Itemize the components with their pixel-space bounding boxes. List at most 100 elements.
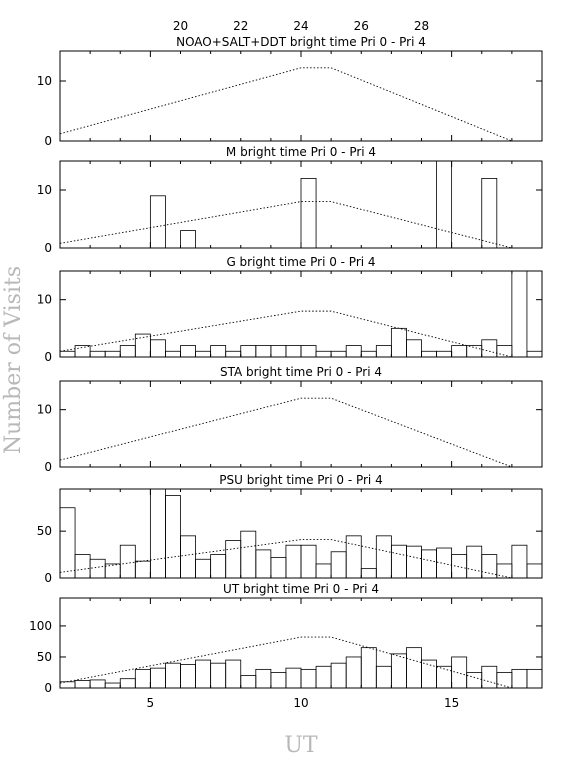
top-tick-label: 24 xyxy=(293,19,308,33)
histogram-bar xyxy=(557,351,572,357)
y-tick-label: 0 xyxy=(44,241,52,255)
histogram-bar xyxy=(180,664,196,688)
histogram-bar xyxy=(89,350,106,357)
histogram-bar xyxy=(180,535,196,578)
histogram-bar xyxy=(195,659,212,688)
histogram-bar xyxy=(315,665,332,688)
histogram-bar xyxy=(89,679,106,688)
panel-1: M bright time Pri 0 - Pri 4 0 10 xyxy=(37,145,543,255)
histogram-bar xyxy=(526,563,542,578)
envelope-line xyxy=(60,397,513,467)
y-tick-label: 0 xyxy=(44,571,52,585)
histogram-bar xyxy=(180,230,196,248)
panel-frame xyxy=(59,50,543,142)
histogram-bar xyxy=(149,489,166,578)
panel-data xyxy=(60,636,572,688)
panel-title: G bright time Pri 0 - Pri 4 xyxy=(226,255,375,269)
panel-2: G bright time Pri 0 - Pri 4 0 10 xyxy=(37,255,572,364)
histogram-bar xyxy=(195,558,212,578)
y-tick-label: 10 xyxy=(37,183,52,197)
histogram-bar xyxy=(421,659,437,688)
histogram-bar xyxy=(74,554,91,578)
histogram-bar xyxy=(511,271,528,357)
histogram-bar xyxy=(360,350,377,357)
histogram-bar xyxy=(541,350,542,357)
histogram-bar xyxy=(451,345,468,357)
histogram-bar xyxy=(119,544,136,578)
histogram-bar xyxy=(149,339,166,357)
histogram-bar xyxy=(315,350,332,357)
histogram-bar xyxy=(557,666,572,688)
histogram-bar xyxy=(119,345,136,357)
histogram-bar xyxy=(149,667,166,688)
histogram-bar xyxy=(466,672,483,688)
histogram-bar xyxy=(466,545,483,578)
panel-title: NOAO+SALT+DDT bright time Pri 0 - Pri 4 xyxy=(176,35,426,49)
histogram-bar xyxy=(375,665,392,688)
histogram-bar xyxy=(240,345,257,357)
panel-data xyxy=(60,397,513,467)
histogram-bar xyxy=(285,345,302,357)
histogram-bar xyxy=(60,681,76,688)
envelope-line xyxy=(60,67,513,141)
y-tick-label: 0 xyxy=(44,460,52,474)
top-axis-ticks: 20 22 24 26 28 xyxy=(173,19,429,33)
histogram-bar xyxy=(436,547,453,578)
histogram-bar xyxy=(375,345,392,357)
histogram-bar xyxy=(406,339,422,357)
histogram-bar xyxy=(557,564,572,578)
histogram-bar xyxy=(89,558,106,578)
histogram-bar xyxy=(330,350,347,357)
panel-data xyxy=(60,67,513,141)
envelope-line xyxy=(60,310,512,357)
histogram-bar xyxy=(119,678,136,688)
histogram-bar xyxy=(60,350,76,357)
histogram-bar xyxy=(255,549,272,578)
histogram-bar xyxy=(481,554,498,578)
panel-5: UT bright time Pri 0 - Pri 4 0 50 100 xyxy=(29,582,572,695)
y-tick-label: 0 xyxy=(44,681,52,695)
histogram-bar xyxy=(481,177,498,248)
top-tick-label: 28 xyxy=(414,19,429,33)
y-tick-label: 0 xyxy=(44,134,52,148)
histogram-bar xyxy=(451,656,468,688)
y-tick-label: 50 xyxy=(37,524,52,538)
panel-data xyxy=(60,271,572,357)
histogram-bar xyxy=(345,656,362,688)
histogram-bar xyxy=(421,350,437,357)
panel-data xyxy=(60,161,512,248)
panel-frame xyxy=(59,270,543,358)
panels: NOAO+SALT+DDT bright time Pri 0 - Pri 4 0… xyxy=(29,35,572,695)
panel-0: NOAO+SALT+DDT bright time Pri 0 - Pri 4 0… xyxy=(37,35,543,148)
histogram-bar xyxy=(481,665,498,688)
histogram-bar xyxy=(436,350,453,357)
histogram-bar xyxy=(210,554,227,578)
histogram-bar xyxy=(210,662,227,688)
x-axis-label: UT xyxy=(284,733,318,758)
histogram-bar xyxy=(225,659,242,688)
histogram-bar xyxy=(526,350,542,357)
histogram-bar xyxy=(74,680,91,688)
histogram-bar xyxy=(496,345,513,357)
histogram-bar xyxy=(511,544,528,578)
histogram-bar xyxy=(390,653,407,688)
histogram-bar xyxy=(225,350,242,357)
histogram-bar xyxy=(496,563,513,578)
histogram-bar xyxy=(210,345,227,357)
panel-frame xyxy=(59,380,543,468)
top-tick-label: 20 xyxy=(173,19,188,33)
histogram-bar xyxy=(481,339,498,357)
histogram-bar xyxy=(134,668,151,688)
histogram-bar xyxy=(436,665,453,688)
panel-title: M bright time Pri 0 - Pri 4 xyxy=(226,145,376,159)
histogram-bar xyxy=(60,507,76,578)
panel-data xyxy=(60,489,572,578)
histogram-bar xyxy=(300,544,317,578)
histogram-bar xyxy=(270,556,287,578)
histogram-bar xyxy=(270,345,287,357)
histogram-bar xyxy=(375,535,392,578)
histogram-bar xyxy=(345,345,362,357)
histogram-bar xyxy=(240,530,257,578)
bottom-tick-label: 10 xyxy=(293,696,308,710)
histogram-bar xyxy=(240,675,257,688)
